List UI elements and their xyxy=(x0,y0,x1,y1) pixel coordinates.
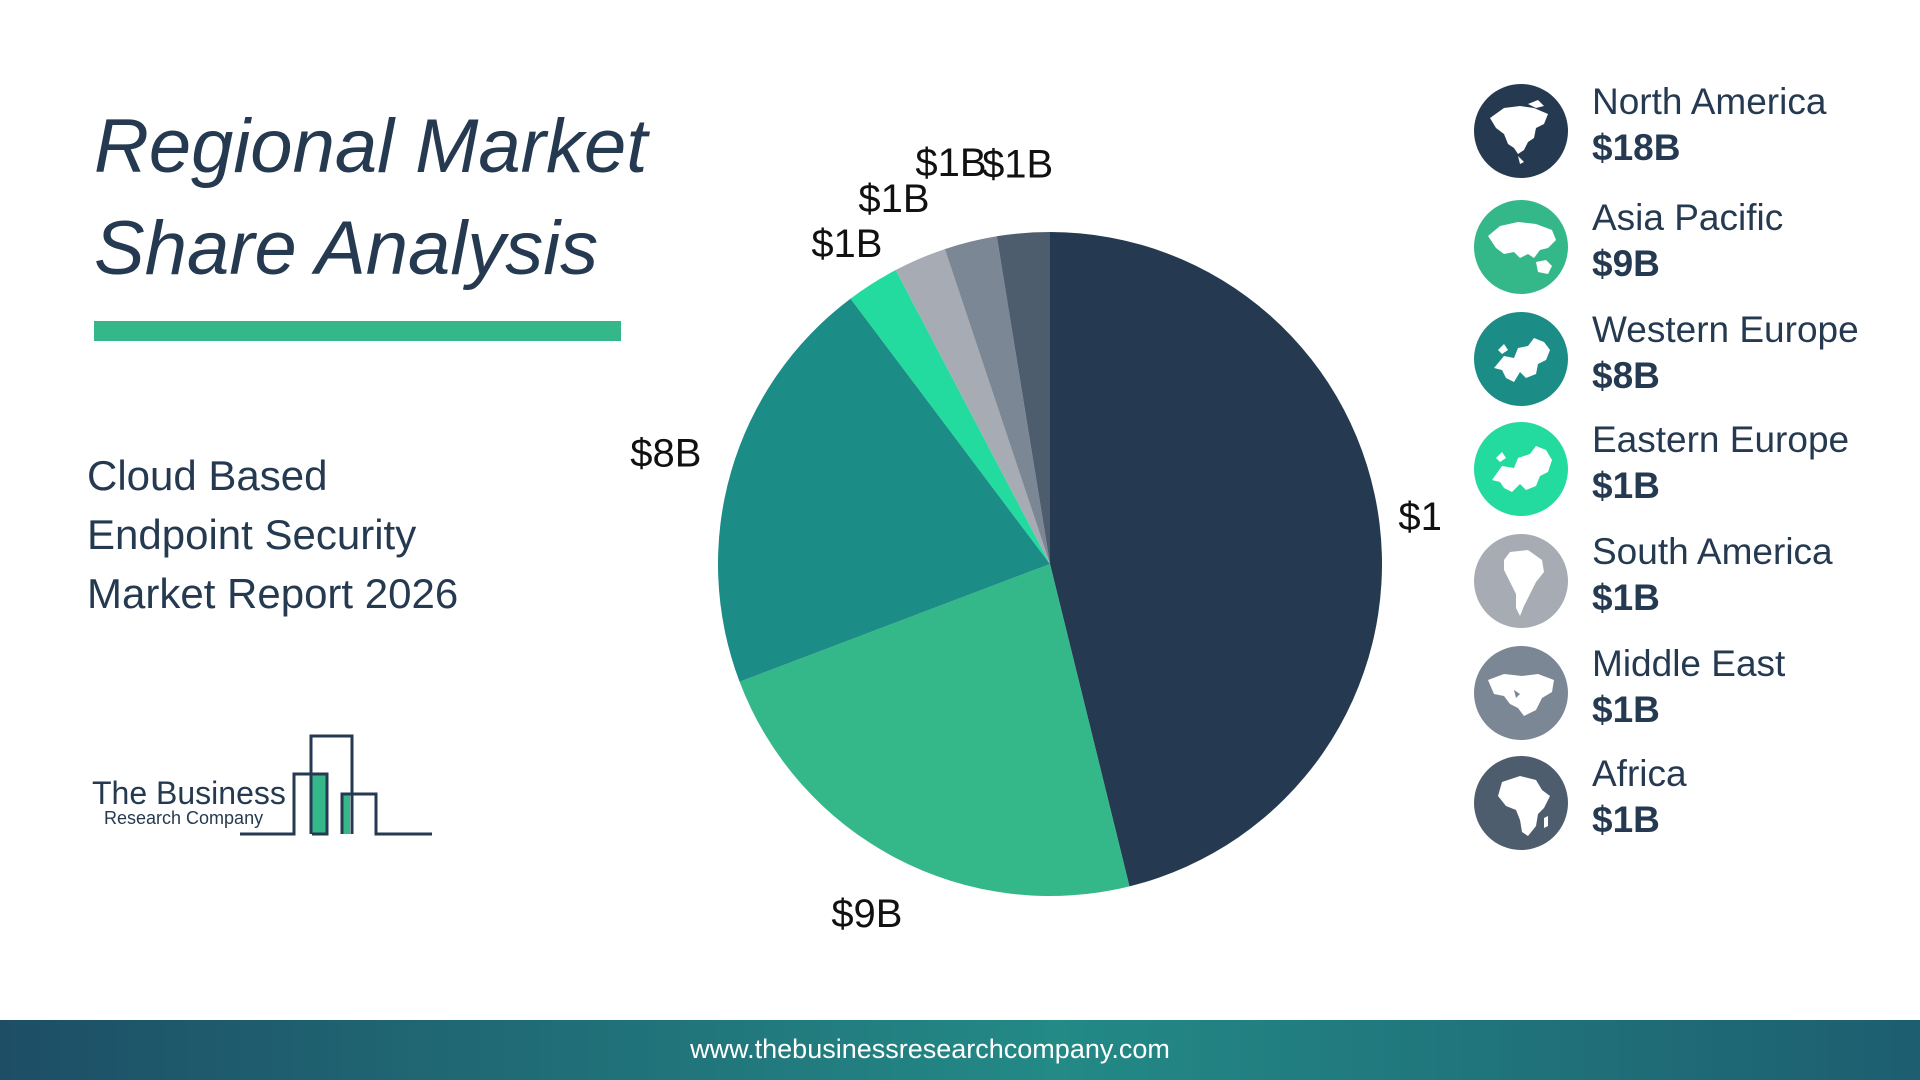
title-line-2: Share Analysis xyxy=(94,206,599,291)
pie-slice xyxy=(996,232,1050,564)
pie-slice xyxy=(850,270,1050,564)
legend-region-name: North America xyxy=(1592,81,1827,122)
legend-region-value: $8B xyxy=(1592,355,1660,396)
western-europe-map-icon xyxy=(1474,312,1568,406)
eastern-europe-map-icon xyxy=(1474,422,1568,516)
pie-data-label: $1B xyxy=(982,142,1053,186)
pie-data-label: $1B xyxy=(915,141,986,185)
pie-data-label: $1B xyxy=(811,222,882,266)
legend-region-name: Eastern Europe xyxy=(1592,419,1850,460)
legend-item: North America $18B xyxy=(1474,80,1914,180)
title-accent-bar xyxy=(94,321,621,341)
legend-region-name: Middle East xyxy=(1592,643,1786,684)
page-title: Regional Market Share Analysis xyxy=(94,96,714,300)
legend-region-value: $1B xyxy=(1592,799,1660,840)
africa-map-icon xyxy=(1474,756,1568,850)
legend-region-value: $1B xyxy=(1592,577,1660,618)
subtitle-line-3: Market Report 2026 xyxy=(87,570,459,617)
legend-region-name: Asia Pacific xyxy=(1592,197,1784,238)
pie-data-label: $1B xyxy=(858,177,929,221)
company-logo: The Business Research Company xyxy=(92,730,437,840)
legend-region-value: $18B xyxy=(1592,127,1681,168)
middle-east-map-icon xyxy=(1474,646,1568,740)
pie-chart: $18B$9B$8B$1B$1B$1B$1B xyxy=(630,141,1440,936)
pie-slice xyxy=(739,564,1130,896)
footer-website-link[interactable]: www.thebusinessresearchcompany.com xyxy=(690,1034,1170,1064)
pie-slice xyxy=(895,249,1050,564)
legend-item: Asia Pacific $9B xyxy=(1474,196,1914,296)
logo-name-line-1: The Business xyxy=(92,775,286,811)
legend-region-name: South America xyxy=(1592,531,1833,572)
legend-region-value: $1B xyxy=(1592,689,1660,730)
south-america-map-icon xyxy=(1474,534,1568,628)
legend-item: Western Europe $8B xyxy=(1474,308,1914,408)
north-america-map-icon xyxy=(1474,84,1568,178)
logo-buildings-icon xyxy=(240,734,432,836)
pie-slice xyxy=(717,298,1050,682)
report-subtitle: Cloud Based Endpoint Security Market Rep… xyxy=(87,446,527,623)
pie-slice xyxy=(944,236,1050,564)
legend-item: South America $1B xyxy=(1474,530,1914,630)
title-line-1: Regional Market xyxy=(94,104,648,189)
legend-item: Africa $1B xyxy=(1474,752,1914,852)
legend-region-value: $9B xyxy=(1592,243,1660,284)
pie-labels: $18B$9B$8B$1B$1B$1B$1B xyxy=(630,141,1440,936)
pie-data-label: $18B xyxy=(1398,495,1440,539)
legend-item: Eastern Europe $1B xyxy=(1474,418,1914,518)
pie-slice xyxy=(1050,232,1382,887)
pie-data-label: $8B xyxy=(630,432,701,476)
logo-name-line-2: Research Company xyxy=(104,808,264,828)
asia-pacific-map-icon xyxy=(1474,200,1568,294)
legend-item: Middle East $1B xyxy=(1474,642,1914,742)
pie-slices xyxy=(717,232,1382,896)
legend-region-name: Africa xyxy=(1592,753,1687,794)
subtitle-line-2: Endpoint Security xyxy=(87,511,417,558)
subtitle-line-1: Cloud Based xyxy=(87,452,328,499)
pie-data-label: $9B xyxy=(831,892,902,936)
legend-region-name: Western Europe xyxy=(1592,309,1859,350)
legend-region-value: $1B xyxy=(1592,465,1660,506)
footer-bar: www.thebusinessresearchcompany.com xyxy=(0,1020,1920,1080)
